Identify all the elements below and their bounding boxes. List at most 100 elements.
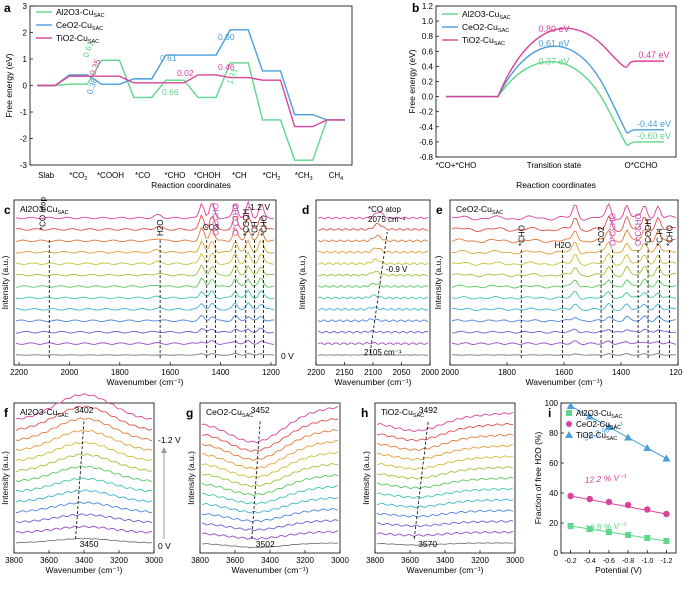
energy-step-label: 0.35: [87, 57, 102, 76]
legend-label: CeO2-CuSAC: [462, 22, 509, 34]
legend-label: TiO2-CuSAC: [576, 431, 617, 442]
spectrum-trace: [15, 301, 275, 311]
energy-step-label: 0.66: [162, 87, 179, 97]
x-axis-label: Wavenumber (cm⁻¹): [407, 565, 484, 575]
y-axis-label: Intensity (a.u.): [433, 255, 443, 309]
label-subscript: SAC: [499, 15, 510, 21]
label-main: Al2O3-Cu: [462, 9, 500, 19]
x-tick-label: -0.8: [622, 558, 634, 565]
spectrum-trace: [451, 290, 677, 300]
label-subscript: SAC: [93, 13, 104, 19]
y-tick-label: -2: [20, 135, 28, 144]
legend-marker: [565, 431, 573, 438]
x-category-label: *CH: [232, 171, 247, 180]
x-axis-label: Reaction coordinates: [516, 180, 596, 190]
ts-series-curve: [446, 61, 664, 146]
label-subscript: SAC: [242, 413, 253, 419]
spectrum-trace: [201, 440, 339, 470]
y-tick-label: 0.0: [422, 93, 434, 102]
x-category-label: Transition state: [527, 161, 582, 170]
spectrum-trace: [15, 441, 152, 462]
data-point-square: [625, 532, 632, 538]
label-main: TiO2-Cu: [576, 431, 606, 440]
spectrum-trace: [317, 258, 429, 265]
ts-barrier-label: 0.80 eV: [538, 24, 569, 34]
y-tick-label: -0.6: [419, 138, 433, 147]
label-main: CeO2-Cu: [456, 204, 492, 214]
label-main: *CH: [295, 171, 310, 180]
label-subscript: SAC: [610, 425, 621, 431]
data-point-triangle: [624, 433, 633, 441]
panel-letter-a: a: [4, 1, 11, 15]
potential-label: -0.9 V: [386, 265, 408, 274]
spectrum-trace: [16, 353, 275, 356]
x-tick-label: 1200: [669, 368, 683, 377]
label-subscript: SAC: [498, 28, 509, 34]
x-tick-label: -0.2: [565, 558, 577, 565]
label-main: Al2O3-Cu: [56, 7, 94, 17]
ts-series-curve: [446, 45, 664, 134]
x-tick-label: 3400: [436, 556, 454, 565]
x-category-label: *CHOH: [194, 171, 221, 180]
potential-arrow-head: [161, 447, 167, 453]
panel-c-frame: [13, 199, 277, 366]
x-tick-label: -0.6: [603, 558, 615, 565]
x-tick-label: 3400: [261, 556, 279, 565]
spectrum-trace: [201, 508, 339, 523]
data-point-circle: [567, 492, 574, 500]
label-subscript: SAC: [57, 210, 68, 216]
panel-i-frame: [560, 402, 677, 554]
spectrum-trace: [15, 393, 153, 420]
spectrum-trace: [201, 463, 339, 488]
label-main: *COOH: [97, 171, 124, 180]
x-tick-label: 1200: [262, 368, 280, 377]
x-axis-label: Potential (V): [595, 565, 642, 575]
spectrum-trace: [317, 234, 429, 243]
label-subscript: 3: [310, 176, 313, 182]
energy-step-label: 0.02: [177, 68, 194, 78]
spectrum-trace: [317, 341, 429, 345]
energy-series-line: [37, 74, 345, 128]
spectrum-trace: [201, 451, 339, 479]
label-subscript: SAC: [88, 39, 99, 45]
x-axis-label: Reaction coordinates: [151, 180, 231, 190]
x-tick-label: 3600: [40, 556, 58, 565]
spectrum-trace: [451, 265, 677, 278]
spectrum-trace: [451, 328, 677, 334]
fit-line: [570, 495, 667, 515]
x-tick-label: 2000: [441, 368, 459, 377]
panel-title: TiO2-CuSAC: [381, 407, 424, 419]
label-main: CH: [329, 171, 341, 180]
spectrum-trace: [15, 501, 153, 514]
x-tick-label: 2000: [61, 368, 79, 377]
final-energy-label: -0.44 eV: [637, 119, 671, 129]
x-tick-label: 1800: [498, 368, 516, 377]
y-tick-label: 0.8: [422, 32, 434, 41]
ts-barrier-label: 0.61 eV: [538, 39, 569, 49]
panel-title: CeO2-CuSAC: [456, 204, 503, 216]
peak-label: *COOH: [242, 209, 251, 236]
x-category-label: O*CCHO: [625, 161, 658, 170]
x-tick-label: 2200: [10, 368, 28, 377]
spectrum-trace: [15, 339, 275, 345]
legend-label: TiO2-CuSAC: [56, 33, 99, 45]
x-tick-label: 3000: [331, 556, 349, 565]
spectrum-trace: [451, 241, 676, 255]
label-main: *CO: [135, 171, 150, 180]
panel-letter-b: b: [412, 1, 419, 15]
spectrum-trace: [317, 247, 429, 254]
panel-letter-e: e: [436, 203, 443, 217]
panel-letter-c: c: [4, 203, 11, 217]
label-main: Slab: [38, 171, 55, 180]
data-point-square: [644, 535, 651, 541]
label-main: *CH: [263, 171, 278, 180]
legend-label: CeO2-CuSAC: [576, 420, 621, 431]
peak-label: H2O: [156, 220, 165, 236]
legend-marker: [566, 410, 572, 416]
x-tick-label: -1.2: [660, 558, 672, 565]
y-tick-label: -0.4: [419, 123, 433, 132]
energy-series-line: [37, 59, 345, 161]
peak-label: O*CCHO: [232, 203, 241, 236]
final-energy-label: 0.47 eV: [638, 50, 669, 60]
y-tick-label: 60: [549, 459, 558, 468]
